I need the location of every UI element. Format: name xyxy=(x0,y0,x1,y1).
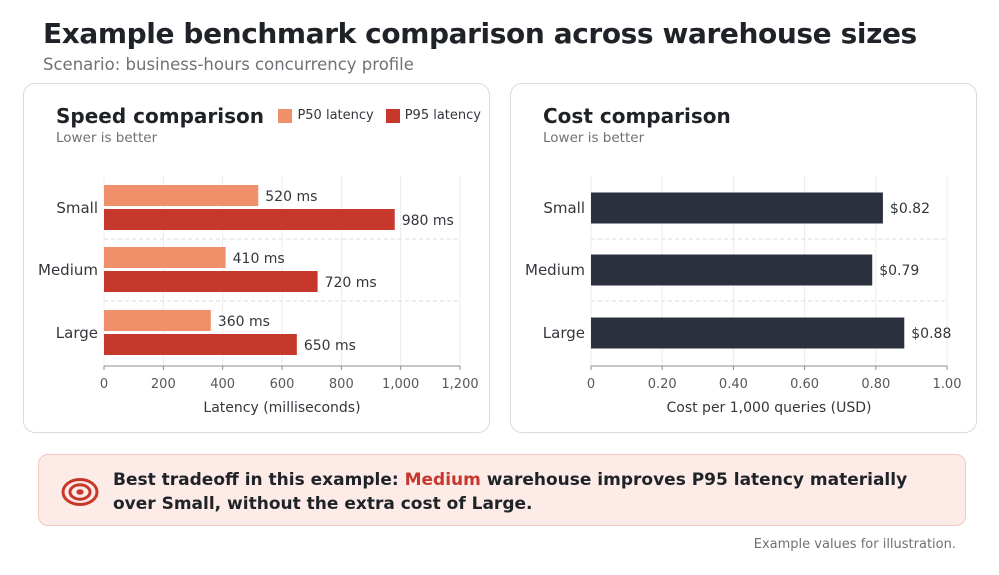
page-title: Example benchmark comparison across ware… xyxy=(43,17,917,50)
category-label: Small xyxy=(543,199,585,217)
x-tick-label: 0.60 xyxy=(790,377,819,392)
x-tick-label: 1,000 xyxy=(382,377,419,392)
legend-label-p95: P95 latency xyxy=(404,108,481,123)
data-label: 520 ms xyxy=(265,189,317,205)
callout-text-after: warehouse improves P95 latency materiall… xyxy=(113,470,908,514)
bar-cost xyxy=(591,317,905,349)
data-label: 980 ms xyxy=(402,213,454,229)
speed-legend: P50 latency P95 latency xyxy=(278,108,481,123)
x-axis-title: Cost per 1,000 queries (USD) xyxy=(666,400,871,416)
bar-p50 xyxy=(104,310,211,331)
legend-swatch-p95 xyxy=(385,108,400,123)
x-tick-label: 400 xyxy=(210,377,235,392)
data-label: 410 ms xyxy=(233,251,285,267)
legend-item-p50: P50 latency xyxy=(278,108,374,123)
x-tick-label: 0 xyxy=(587,377,595,392)
data-label: 650 ms xyxy=(304,338,356,354)
category-label: Medium xyxy=(38,261,98,279)
bar-p95 xyxy=(104,334,297,355)
bar-p50 xyxy=(104,185,259,206)
legend-swatch-p50 xyxy=(278,108,293,123)
tradeoff-callout: Best tradeoff in this example: Medium wa… xyxy=(38,454,966,526)
data-label: 360 ms xyxy=(218,314,270,330)
cost-chart-subtitle: Lower is better xyxy=(543,130,645,146)
data-label: 720 ms xyxy=(325,275,377,291)
x-tick-label: 0.80 xyxy=(861,377,890,392)
category-label: Large xyxy=(56,324,98,342)
legend-item-p95: P95 latency xyxy=(385,108,481,123)
cost-chart: 0 0.20 0.40 0.60 0.80 1.00 Cost per 1,000 quer… xyxy=(525,176,962,416)
x-tick-label: 600 xyxy=(270,377,295,392)
speed-chart: 0 200 400 600 800 1,000 1,200 Latency (millisec… xyxy=(38,176,479,416)
data-label: $0.79 xyxy=(879,263,919,279)
speed-comparison-card: 0 200 400 600 800 1,000 1,200 Latency (millisec… xyxy=(23,83,490,433)
x-tick-label: 1.00 xyxy=(933,377,962,392)
category-label: Medium xyxy=(525,261,585,279)
bar-p50 xyxy=(104,247,226,268)
legend-label-p50: P50 latency xyxy=(297,108,374,123)
cost-chart-title: Cost comparison xyxy=(543,104,731,128)
bar-cost xyxy=(591,192,883,224)
bar-cost xyxy=(591,254,873,286)
cost-comparison-card: 0 0.20 0.40 0.60 0.80 1.00 Cost per 1,000 quer… xyxy=(510,83,977,433)
category-label: Large xyxy=(543,324,585,342)
speed-chart-title: Speed comparison xyxy=(56,104,264,128)
data-label: $0.88 xyxy=(911,326,951,342)
x-tick-label: 1,200 xyxy=(441,377,478,392)
x-tick-label: 0 xyxy=(100,377,108,392)
speed-chart-subtitle: Lower is better xyxy=(56,130,158,146)
callout-text-before: Best tradeoff in this example: xyxy=(113,470,405,490)
x-tick-label: 0.20 xyxy=(648,377,677,392)
page-subtitle: Scenario: business-hours concurrency pro… xyxy=(43,55,414,74)
x-tick-label: 800 xyxy=(329,377,354,392)
bar-p95 xyxy=(104,209,395,230)
data-label: $0.82 xyxy=(890,201,930,217)
x-axis-title: Latency (milliseconds) xyxy=(203,400,360,416)
footnote: Example values for illustration. xyxy=(753,537,956,552)
bar-p95 xyxy=(104,271,318,292)
callout-highlight: Medium xyxy=(404,470,481,490)
target-icon xyxy=(61,478,99,506)
x-tick-label: 200 xyxy=(151,377,176,392)
callout-text: Best tradeoff in this example: Medium wa… xyxy=(113,468,907,516)
category-label: Small xyxy=(56,199,98,217)
x-tick-label: 0.40 xyxy=(719,377,748,392)
